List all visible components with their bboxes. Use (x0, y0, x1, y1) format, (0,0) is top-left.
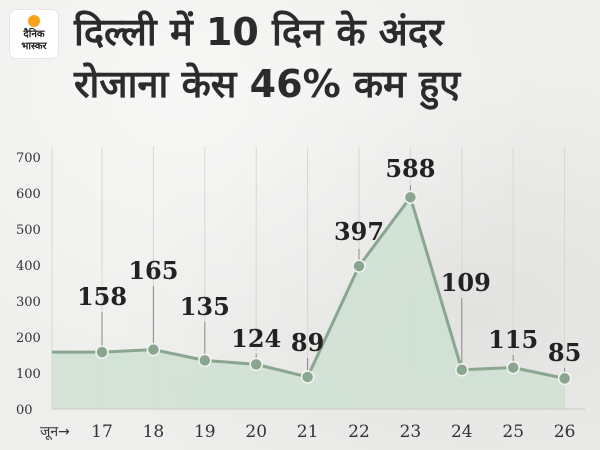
y-tick-label: 100 (16, 367, 41, 382)
data-label: 165 (128, 256, 178, 285)
x-tick-label: 20 (245, 422, 267, 442)
data-point (249, 357, 263, 372)
data-point (198, 353, 212, 368)
x-tick-label: 18 (143, 422, 165, 442)
title-line-2: रोजाना केस 46% कम हुए (74, 62, 461, 106)
data-label: 158 (77, 282, 127, 311)
data-point (300, 370, 315, 384)
logo-line-2: भास्कर (21, 41, 47, 52)
data-label: 85 (548, 338, 581, 367)
data-point (455, 363, 469, 377)
sun-icon (28, 15, 40, 27)
y-tick-label: 300 (16, 295, 41, 310)
y-tick-label: 700 (16, 151, 41, 166)
x-tick-label: 17 (91, 422, 113, 442)
y-tick-label: 400 (16, 259, 41, 274)
x-tick-label: 19 (194, 422, 216, 442)
x-axis-prefix: जून→ (40, 424, 70, 440)
data-label: 109 (441, 268, 491, 297)
y-tick-label: 500 (16, 223, 41, 238)
data-label: 588 (385, 154, 435, 183)
x-tick-label: 23 (400, 422, 422, 442)
chart-title: दिल्ली में 10 दिन के अंदर रोजाना केस 46%… (74, 6, 594, 110)
data-point (352, 259, 366, 273)
dainik-bhaskar-logo: दैनिक भास्कर (10, 10, 58, 58)
data-point (95, 345, 109, 359)
y-tick-label: 200 (16, 331, 41, 346)
title-line-1: दिल्ली में 10 दिन के अंदर (74, 10, 444, 54)
x-tick-label: 24 (451, 422, 473, 442)
x-tick-label: 25 (502, 422, 524, 442)
logo-line-1: दैनिक (23, 29, 45, 40)
y-tick-label: 600 (16, 187, 41, 202)
data-label: 115 (488, 325, 538, 354)
data-label: 124 (231, 324, 281, 353)
data-point (403, 190, 418, 205)
data-point (506, 360, 520, 375)
data-label: 135 (180, 292, 230, 321)
data-label: 89 (291, 328, 324, 357)
y-tick-label: 00 (16, 403, 33, 418)
data-point (146, 342, 161, 357)
x-tick-label: 21 (297, 422, 319, 442)
data-point (557, 371, 572, 386)
data-label: 397 (334, 217, 384, 246)
x-tick-label: 26 (554, 422, 576, 442)
x-tick-label: 22 (348, 422, 370, 442)
